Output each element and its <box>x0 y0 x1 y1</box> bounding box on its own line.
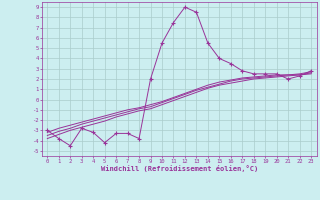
X-axis label: Windchill (Refroidissement éolien,°C): Windchill (Refroidissement éolien,°C) <box>100 165 258 172</box>
